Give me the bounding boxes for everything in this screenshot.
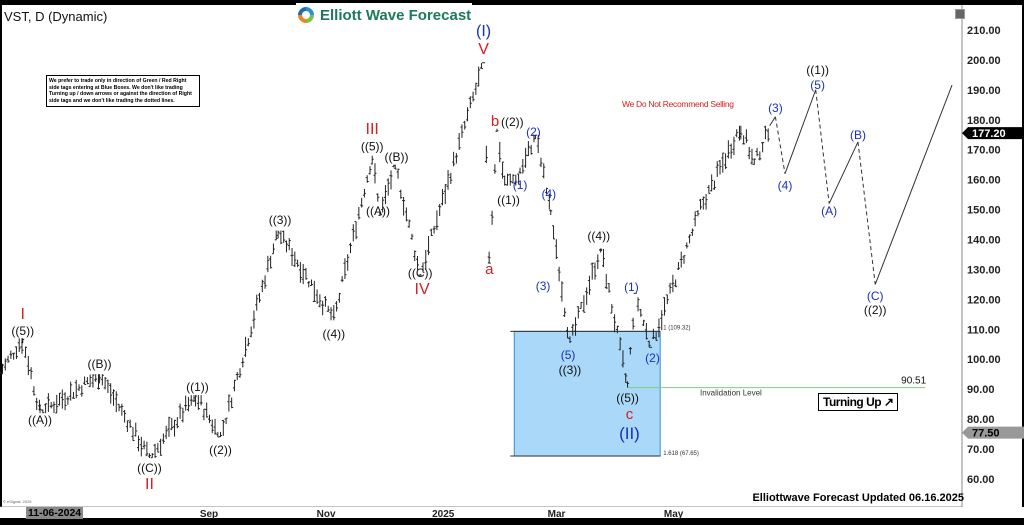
wave-label: ((1))	[497, 193, 520, 207]
wave-label: ((B))	[88, 357, 112, 371]
wave-label: ((B))	[385, 150, 409, 164]
wave-label: ((5))	[11, 324, 34, 338]
wave-label: III	[366, 121, 379, 138]
wave-label: (1)	[513, 178, 528, 192]
wave-label: b	[491, 113, 499, 130]
wave-label: ((4))	[587, 229, 610, 243]
wave-label: ((A))	[28, 413, 52, 427]
y-tick-label: 130.00	[967, 264, 1001, 276]
wave-label: (B)	[850, 128, 866, 142]
wave-label: (2)	[645, 351, 660, 365]
time-axis[interactable]	[0, 507, 1024, 518]
x-tick-label: 2025	[432, 509, 455, 520]
wave-label: a	[485, 261, 494, 278]
blue-box	[513, 330, 661, 457]
y-tick-label: 180.00	[967, 115, 1001, 127]
wave-label: (5)	[810, 78, 825, 92]
x-tick-label: Mar	[547, 509, 566, 520]
wave-label: V	[478, 41, 489, 58]
y-tick-label: 60.00	[967, 474, 995, 486]
wave-label: ((4))	[322, 327, 345, 341]
y-tick-label: 70.00	[967, 444, 995, 456]
wave-label: ((5))	[361, 140, 384, 154]
warning-text: We Do Not Recommend Selling	[622, 99, 734, 109]
y-tick-label: 80.00	[967, 414, 995, 426]
wave-label: (II)	[619, 424, 640, 443]
last-price-badge-text: 177.20	[972, 128, 1006, 140]
projection-path-segment	[769, 116, 776, 127]
x-tick-label: May	[663, 509, 684, 520]
y-tick-label: 150.00	[967, 205, 1001, 217]
y-tick-label: 170.00	[967, 145, 1001, 157]
marker-price-badge	[962, 426, 1024, 439]
y-tick-label: 100.00	[967, 354, 1001, 366]
wave-label: (2)	[526, 125, 541, 139]
wave-label: (1)	[624, 280, 639, 294]
wave-label: (A)	[821, 204, 837, 218]
projection-path-segment	[784, 89, 817, 174]
turning-up-badge: Turning Up ↗	[818, 393, 899, 411]
invalidation-label: Invalidation Level	[700, 389, 762, 398]
marker-price-badge-text: 77.50	[972, 428, 1000, 440]
updated-text: Elliottwave Forecast Updated 06.16.2025	[752, 492, 964, 504]
y-tick-label: 190.00	[967, 85, 1001, 97]
box-bottom-label: 1.618 (67.65)	[663, 451, 699, 457]
trading-note: We prefer to trade only in direction of …	[46, 75, 200, 108]
wave-label: ((C))	[408, 266, 433, 280]
y-tick-label: 210.00	[967, 25, 1001, 37]
wave-label: c	[626, 406, 634, 423]
chart-title: VST, D (Dynamic)	[4, 9, 108, 24]
wave-label: (3)	[768, 101, 783, 115]
wave-label: II	[145, 476, 154, 493]
wave-label: (3)	[536, 279, 551, 293]
y-tick-label: 90.00	[967, 384, 995, 396]
projection-path-segment	[774, 116, 786, 174]
maximize-icon[interactable]	[955, 9, 965, 19]
wave-label: ((2))	[864, 303, 887, 317]
wave-label: ((3))	[559, 363, 582, 377]
y-tick-label: 120.00	[967, 294, 1001, 306]
wave-label: I	[21, 306, 25, 323]
x-tick-label: Nov	[316, 509, 336, 520]
copyright: © eSignal, 2025	[3, 499, 32, 504]
price-bars	[0, 62, 770, 459]
brand-logo: Elliott Wave Forecast	[296, 3, 472, 27]
wave-label: (4)	[778, 179, 793, 193]
wave-label: ((2))	[209, 443, 232, 457]
y-tick-label: 140.00	[967, 235, 1001, 247]
wave-label: ((2))	[501, 115, 524, 129]
wave-label: IV	[415, 281, 430, 298]
cursor-date-badge: 11-06-2024	[26, 507, 84, 519]
wave-label: ((C))	[137, 461, 162, 475]
y-tick-label: 160.00	[967, 175, 1001, 187]
projection-path-segment	[857, 141, 876, 285]
box-top-label: 1 (109.32)	[663, 325, 690, 331]
logo-icon	[298, 7, 314, 23]
wave-label: (I)	[476, 23, 491, 40]
y-tick-label: 200.00	[967, 55, 1001, 67]
wave-label: ((3))	[269, 213, 292, 227]
wave-label: ((A))	[366, 204, 390, 218]
projection-path-segment	[828, 141, 859, 204]
wave-label: ((1))	[806, 63, 829, 77]
wave-label: (C)	[867, 289, 884, 303]
y-tick-label: 110.00	[967, 324, 1000, 336]
wave-label: ((1))	[186, 380, 209, 394]
projection-path-segment	[815, 89, 830, 204]
wave-label: ((5))	[616, 391, 639, 405]
invalidation-value: 90.51	[901, 376, 926, 387]
wave-label: (5)	[561, 348, 576, 362]
wave-label: (4)	[542, 187, 557, 201]
last-price-badge	[962, 127, 1024, 140]
x-tick-label: Sep	[199, 509, 219, 520]
projection-path-segment	[874, 84, 953, 285]
brand-name: Elliott Wave Forecast	[320, 6, 472, 24]
